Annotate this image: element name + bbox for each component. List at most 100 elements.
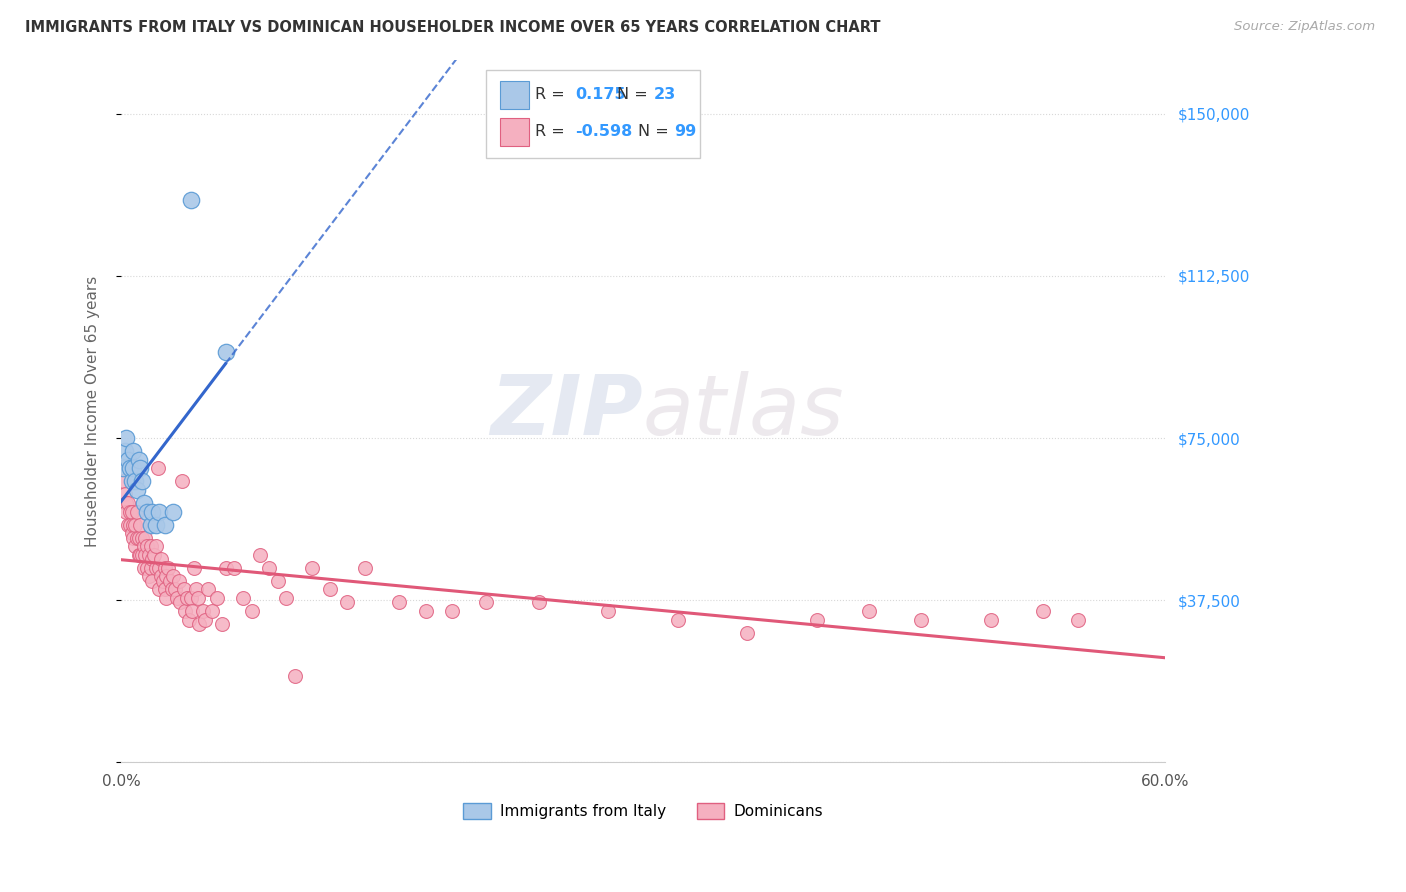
Point: [124, 539, 146, 553]
Text: 0.175: 0.175: [575, 87, 626, 102]
Point: [169, 595, 191, 609]
Point: [191, 604, 214, 618]
Point: [141, 574, 163, 588]
Text: R =: R =: [536, 87, 565, 102]
Point: [152, 574, 174, 588]
Point: [118, 505, 141, 519]
Point: [319, 582, 342, 597]
Point: [232, 591, 254, 605]
Point: [134, 531, 156, 545]
Point: [121, 526, 143, 541]
Point: [114, 444, 136, 458]
Point: [177, 613, 200, 627]
Text: 23: 23: [654, 87, 676, 102]
Point: [148, 582, 170, 597]
Point: [910, 613, 932, 627]
Point: [136, 539, 159, 553]
Point: [155, 569, 177, 583]
Point: [117, 517, 139, 532]
Point: [132, 561, 155, 575]
Point: [159, 574, 181, 588]
Point: [240, 604, 263, 618]
Text: N =: N =: [638, 124, 668, 139]
Point: [184, 582, 207, 597]
Y-axis label: Householder Income Over 65 years: Householder Income Over 65 years: [86, 276, 100, 547]
Point: [475, 595, 498, 609]
Point: [224, 561, 246, 575]
Point: [276, 591, 298, 605]
Text: N =: N =: [617, 87, 648, 102]
Text: ZIP: ZIP: [491, 370, 643, 451]
Point: [257, 561, 280, 575]
Point: [153, 582, 176, 597]
Point: [131, 548, 153, 562]
Point: [134, 548, 156, 562]
Point: [194, 613, 217, 627]
Point: [440, 604, 463, 618]
Point: [166, 591, 188, 605]
Point: [167, 574, 190, 588]
Point: [139, 517, 162, 532]
Point: [162, 505, 184, 519]
Point: [114, 487, 136, 501]
Point: [737, 625, 759, 640]
Point: [131, 475, 153, 489]
Text: Source: ZipAtlas.com: Source: ZipAtlas.com: [1234, 20, 1375, 33]
Point: [143, 548, 166, 562]
Point: [115, 496, 138, 510]
Point: [153, 561, 176, 575]
Point: [284, 669, 307, 683]
Point: [121, 475, 143, 489]
Text: -0.598: -0.598: [575, 124, 633, 139]
Point: [205, 591, 228, 605]
Point: [146, 461, 169, 475]
Point: [128, 452, 150, 467]
Point: [150, 552, 173, 566]
Point: [1032, 604, 1054, 618]
Point: [139, 561, 162, 575]
Legend: Immigrants from Italy, Dominicans: Immigrants from Italy, Dominicans: [457, 797, 830, 825]
Point: [211, 617, 233, 632]
Point: [336, 595, 359, 609]
Point: [1067, 613, 1090, 627]
Point: [165, 582, 187, 597]
Point: [141, 552, 163, 566]
Point: [125, 505, 148, 519]
Point: [111, 461, 134, 475]
Point: [118, 461, 141, 475]
Point: [122, 531, 145, 545]
Point: [176, 591, 198, 605]
Point: [145, 561, 167, 575]
Point: [115, 431, 138, 445]
Point: [122, 517, 145, 532]
Point: [188, 617, 211, 632]
Point: [132, 496, 155, 510]
Point: [181, 604, 204, 618]
Point: [141, 505, 163, 519]
Point: [148, 561, 170, 575]
Point: [806, 613, 828, 627]
Point: [170, 475, 193, 489]
Point: [136, 505, 159, 519]
Point: [180, 193, 202, 207]
Point: [388, 595, 411, 609]
Point: [128, 548, 150, 562]
Point: [214, 561, 236, 575]
Point: [162, 569, 184, 583]
Point: [129, 517, 152, 532]
Point: [174, 604, 197, 618]
Point: [121, 505, 143, 519]
Point: [128, 531, 150, 545]
Point: [129, 548, 152, 562]
Point: [138, 569, 160, 583]
Text: 99: 99: [675, 124, 696, 139]
Text: atlas: atlas: [643, 370, 845, 451]
Text: IMMIGRANTS FROM ITALY VS DOMINICAN HOUSEHOLDER INCOME OVER 65 YEARS CORRELATION : IMMIGRANTS FROM ITALY VS DOMINICAN HOUSE…: [25, 20, 880, 35]
Point: [598, 604, 620, 618]
Point: [145, 539, 167, 553]
Point: [415, 604, 437, 618]
Point: [136, 561, 159, 575]
Point: [180, 591, 202, 605]
Point: [150, 569, 173, 583]
Point: [183, 561, 205, 575]
